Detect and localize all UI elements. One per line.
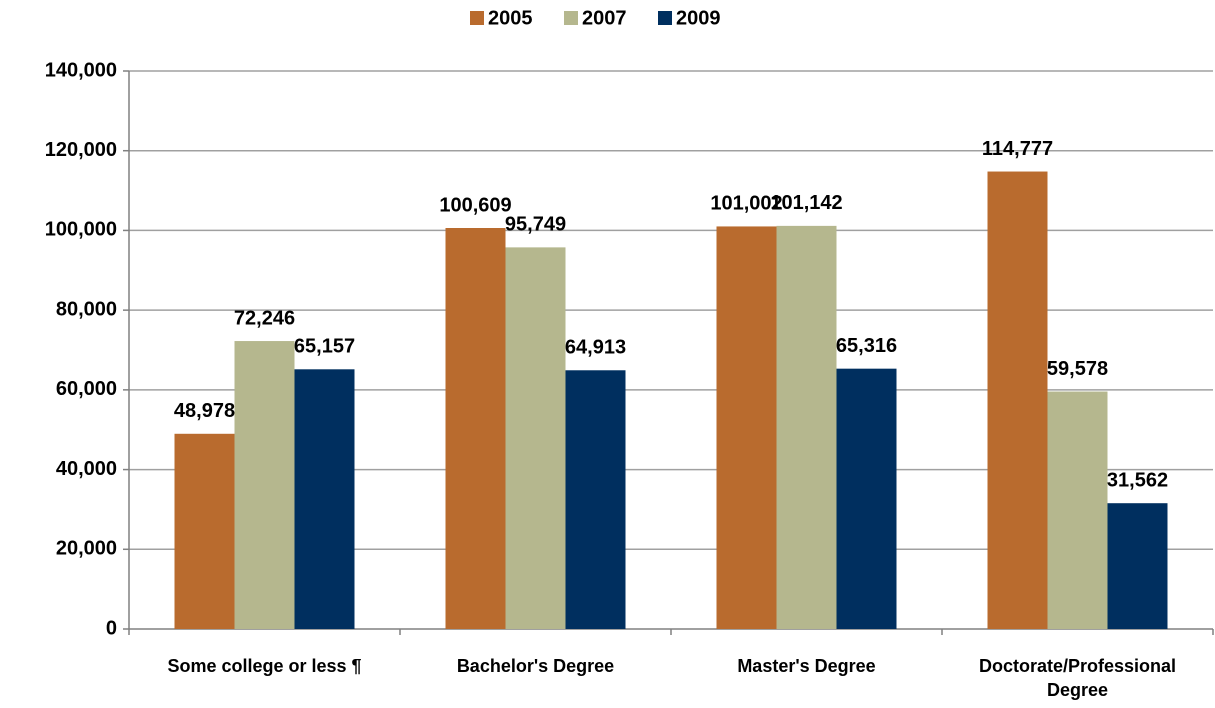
bar [565,370,626,629]
bar [987,171,1048,629]
y-tick-label: 120,000 [45,139,117,161]
data-label: 72,246 [234,307,295,329]
data-label: 31,562 [1107,469,1168,491]
y-tick-label: 0 [106,617,117,639]
y-tick-label: 80,000 [56,298,117,320]
x-tick-label: Master's Degree [737,656,876,676]
data-label: 100,609 [439,194,511,216]
bar [836,368,897,629]
x-tick-label: Doctorate/Professional Degree [978,656,1177,700]
y-tick-label: 100,000 [45,219,117,241]
legend-label: 2009 [676,7,721,29]
data-label: 65,157 [294,336,355,358]
x-tick-label: Some college or less ¶ [167,656,362,676]
data-label: 114,777 [982,138,1053,160]
bar [174,433,235,629]
y-tick-label: 140,000 [45,59,117,81]
x-tick-label: Bachelor's Degree [456,656,615,676]
bar [716,226,777,630]
bar [776,225,837,629]
y-tick-label: 40,000 [56,458,117,480]
legend-swatch [470,11,484,25]
data-label: 101,142 [770,192,842,214]
bar [294,369,355,629]
data-label: 95,749 [505,214,566,236]
legend-swatch [658,11,672,25]
legend-label: 2005 [488,7,533,29]
bar [445,228,506,629]
bar [234,341,295,629]
y-tick-label: 20,000 [56,538,117,560]
bar [1107,503,1168,629]
y-tick-label: 60,000 [56,378,117,400]
bar [1047,391,1108,629]
data-label: 48,978 [174,400,235,422]
data-label: 65,316 [836,335,897,357]
data-label: 101,002 [710,193,782,215]
data-label: 59,578 [1047,358,1108,380]
legend-label: 2007 [582,7,627,29]
data-label: 64,913 [565,337,626,359]
bar [505,247,566,630]
legend-swatch [564,11,578,25]
